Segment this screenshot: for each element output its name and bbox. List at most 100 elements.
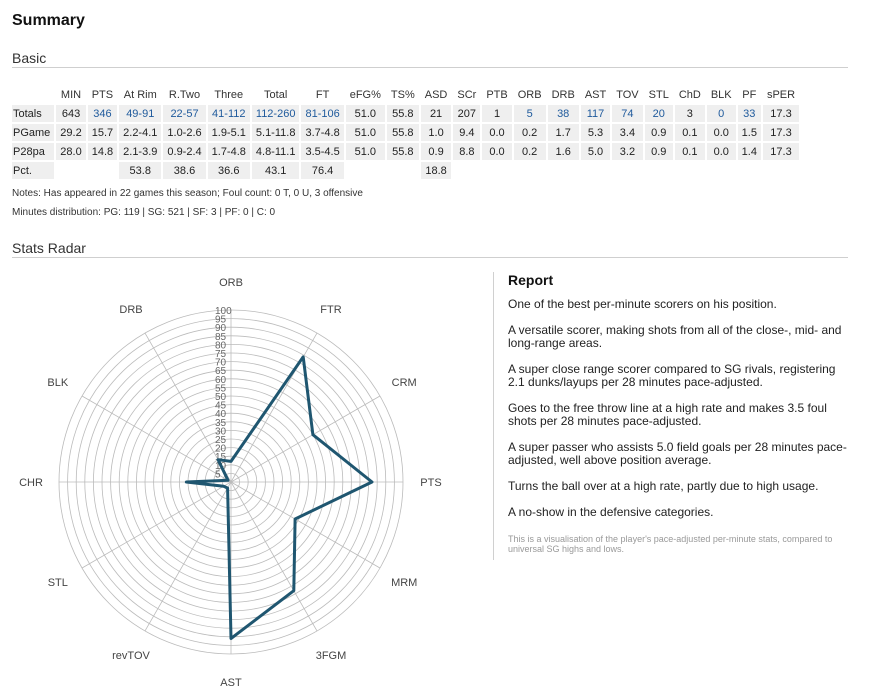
table-cell: 0.2 bbox=[513, 124, 546, 141]
table-cell: 43.1 bbox=[251, 162, 300, 179]
table-cell: 5.1-11.8 bbox=[251, 124, 300, 141]
page-title: Summary bbox=[12, 12, 85, 29]
table-cell: 36.6 bbox=[207, 162, 250, 179]
column-header: PTB bbox=[486, 88, 508, 101]
column-header: ASD bbox=[424, 88, 448, 101]
table-cell: 51.0 bbox=[345, 105, 385, 122]
table-cell: 1.5 bbox=[737, 124, 761, 141]
basic-divider bbox=[12, 67, 848, 68]
stat-link[interactable]: 33 bbox=[737, 105, 761, 122]
radar-ring-label: 50 bbox=[215, 392, 227, 403]
radar-ring-label: 55 bbox=[215, 383, 227, 394]
table-cell: 0.9 bbox=[420, 143, 452, 160]
stat-link[interactable]: 38 bbox=[547, 105, 579, 122]
stat-link[interactable]: 5 bbox=[513, 105, 546, 122]
stat-link[interactable]: 20 bbox=[644, 105, 673, 122]
stat-link[interactable]: 81-106 bbox=[301, 105, 344, 122]
radar-spoke bbox=[230, 332, 318, 483]
table-cell: 55.8 bbox=[386, 124, 419, 141]
table-cell bbox=[56, 162, 85, 179]
table-cell: 207 bbox=[453, 105, 481, 122]
column-header: ORB bbox=[517, 88, 542, 101]
radar-axis-label: MRM bbox=[391, 577, 417, 589]
stats-table: MIN PTS At Rim R.Two Three Total FT eFG% TS% ASD S… bbox=[10, 84, 801, 181]
report-paragraph: A super passer who assists 5.0 field goa… bbox=[508, 440, 847, 467]
radar-spoke bbox=[144, 332, 232, 483]
stat-link[interactable]: 41-112 bbox=[207, 105, 250, 122]
column-header: Three bbox=[214, 88, 244, 101]
radar-spoke bbox=[144, 481, 232, 632]
column-header: DRB bbox=[551, 88, 575, 101]
table-cell bbox=[548, 162, 579, 179]
minutes-distribution: Minutes distribution: PG: 119 | SG: 521 … bbox=[12, 207, 276, 218]
radar-spoke bbox=[230, 481, 381, 569]
table-cell: 3 bbox=[674, 105, 705, 122]
column-header: TOV bbox=[616, 88, 639, 101]
table-cell: 18.8 bbox=[420, 162, 452, 179]
report-body: One of the best per-minute scorers on hi… bbox=[508, 298, 853, 532]
radar-ring-label: 90 bbox=[215, 323, 227, 334]
table-cell bbox=[88, 162, 117, 179]
table-cell: 3.5-4.5 bbox=[301, 143, 344, 160]
table-cell: 15.7 bbox=[87, 124, 118, 141]
report-paragraph: A versatile scorer, making shots from al… bbox=[508, 323, 842, 350]
radar-ring-label: 60 bbox=[215, 375, 227, 386]
radar-axis-label: DRB bbox=[119, 304, 142, 316]
radar-ring-label: 75 bbox=[215, 349, 227, 360]
stat-link[interactable]: 49-91 bbox=[119, 105, 162, 122]
column-header: sPER bbox=[766, 88, 796, 101]
column-header: eFG% bbox=[349, 88, 381, 101]
table-cell: 17.3 bbox=[762, 143, 800, 160]
radar-ring-label: 20 bbox=[215, 444, 227, 455]
table-cell: 5.3 bbox=[580, 124, 611, 141]
table-cell: 3.4 bbox=[612, 124, 643, 141]
table-cell: 5.0 bbox=[580, 143, 611, 160]
table-cell: 0.0 bbox=[706, 124, 736, 141]
table-cell bbox=[514, 162, 546, 179]
column-header: ChD bbox=[678, 88, 701, 101]
table-cell: 1.9-5.1 bbox=[207, 124, 250, 141]
stat-link[interactable]: 74 bbox=[612, 105, 643, 122]
row-label: PGame bbox=[12, 124, 55, 141]
column-header: PF bbox=[742, 88, 757, 101]
stats-radar-chart: 1009590858075706560555045403530252015105… bbox=[19, 277, 442, 689]
stat-link[interactable]: 22-57 bbox=[163, 105, 206, 122]
table-cell bbox=[675, 162, 705, 179]
table-cell: 0.9-2.4 bbox=[163, 143, 206, 160]
table-cell: 1.0-2.6 bbox=[163, 124, 206, 141]
table-cell: 643 bbox=[56, 105, 86, 122]
stat-link[interactable]: 112-260 bbox=[251, 105, 300, 122]
table-header-row: MIN PTS At Rim R.Two Three Total FT eFG% TS% ASD S… bbox=[12, 86, 799, 103]
table-cell bbox=[453, 162, 480, 179]
stat-link[interactable]: 117 bbox=[580, 105, 611, 122]
table-cell: 1.0 bbox=[420, 124, 452, 141]
table-cell: 1 bbox=[482, 105, 512, 122]
radar-axis-label: STL bbox=[48, 577, 68, 589]
table-cell: 55.8 bbox=[386, 105, 419, 122]
column-header: BLK bbox=[710, 88, 732, 101]
radar-ring-label: 80 bbox=[215, 340, 227, 351]
radar-ring-label: 85 bbox=[215, 332, 227, 343]
radar-axis-label: CHR bbox=[19, 477, 43, 489]
radar-spoke bbox=[230, 481, 318, 632]
table-row: PGame 29.2 15.7 2.2-4.1 1.0-2.6 1.9-5.1 5.1-11… bbox=[12, 124, 800, 141]
table-cell: 51.0 bbox=[345, 124, 385, 141]
column-header bbox=[12, 86, 54, 103]
table-cell: 2.1-3.9 bbox=[119, 143, 162, 160]
report-paragraph: Goes to the free throw line at a high ra… bbox=[508, 401, 827, 428]
radar-axis-label: AST bbox=[220, 677, 242, 689]
column-header: FT bbox=[315, 88, 330, 101]
stat-link[interactable]: 346 bbox=[87, 105, 118, 122]
stat-link[interactable]: 0 bbox=[706, 105, 736, 122]
radar-axis-label: BLK bbox=[47, 377, 68, 389]
radar-axis-label: ORB bbox=[219, 277, 243, 289]
table-cell: 0.0 bbox=[482, 143, 512, 160]
report-footnote: This is a visualisation of the player's … bbox=[508, 534, 833, 554]
table-cell: 53.8 bbox=[119, 162, 162, 179]
report-paragraph: A no-show in the defensive categories. bbox=[508, 505, 714, 519]
column-header: MIN bbox=[60, 88, 82, 101]
table-row: Pct. 53.8 38.6 36.6 43.1 76.4 18.8 bbox=[12, 162, 799, 179]
column-header: At Rim bbox=[123, 88, 157, 101]
table-cell: 21 bbox=[420, 105, 452, 122]
table-cell: 0.9 bbox=[644, 143, 673, 160]
